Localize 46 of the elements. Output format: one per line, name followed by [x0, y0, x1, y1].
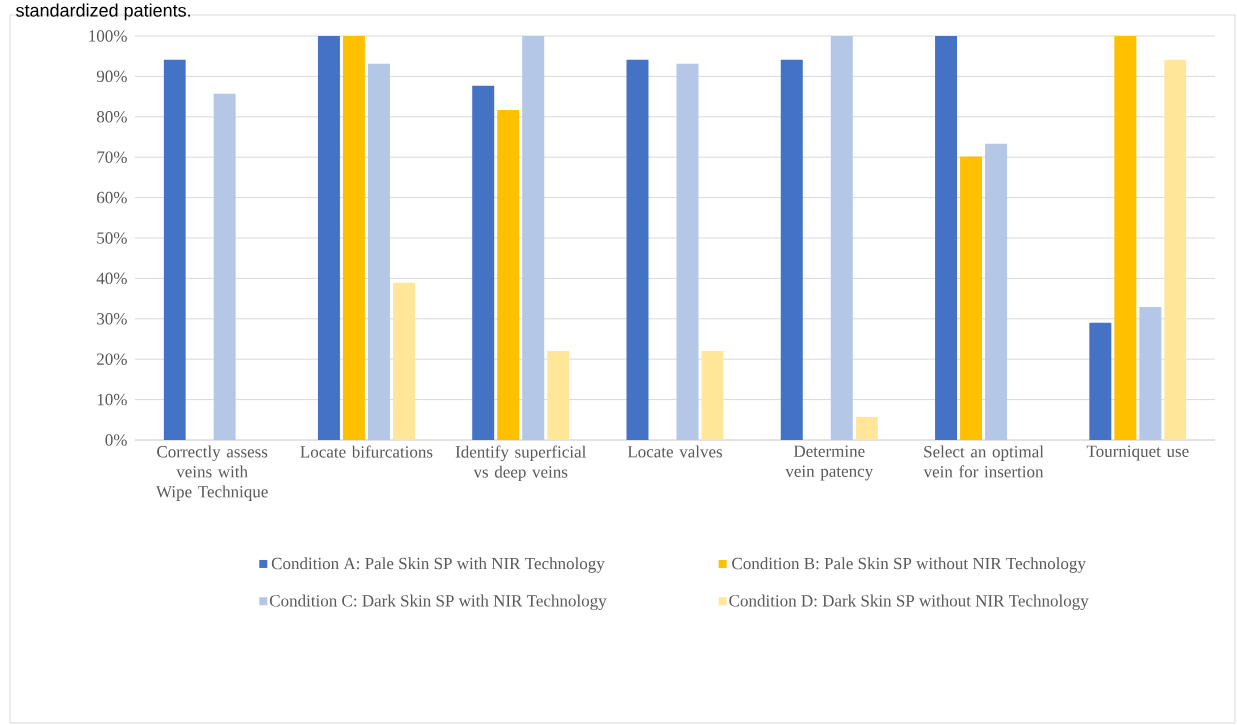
y-tick-label: 0%: [105, 434, 127, 446]
bar: [472, 85, 495, 440]
legend-label: Condition D: Dark Skin SP without NIR Technology: [729, 594, 1089, 611]
text: standardized patients.: [16, 3, 190, 21]
bar: [392, 282, 415, 440]
bar: [985, 143, 1008, 440]
y-tick-label: 100%: [89, 30, 127, 42]
y-tick-label: 90%: [96, 70, 127, 83]
x-tick-label: Correctly assess veins with Wipe Technique: [155, 445, 268, 501]
y-tick-label: 10%: [97, 393, 127, 406]
bar: [1139, 307, 1162, 440]
x-tick-label: Identify superficial vs deep veins: [455, 445, 586, 482]
y-tick-label: 70%: [97, 151, 127, 163]
bar: [780, 59, 803, 440]
legend-label: Condition A: Pale Skin SP with NIR Technology: [271, 557, 605, 573]
bar: [1114, 35, 1137, 440]
y-tick-label: 80%: [96, 111, 127, 123]
bar: [497, 109, 520, 440]
y-tick-label: 30%: [97, 313, 127, 325]
bar: [547, 351, 570, 440]
bar: [1089, 322, 1112, 440]
y-tick-label: 50%: [97, 232, 127, 244]
bar: [676, 63, 699, 440]
bar: [213, 93, 236, 440]
x-tick-label: Locate valves: [627, 445, 723, 458]
y-tick-label: 60%: [97, 191, 127, 204]
x-tick-label: Tourniquet use: [1086, 445, 1189, 461]
bar: [701, 351, 724, 440]
x-tick-label: Select an optimal vein for insertion: [923, 445, 1044, 478]
bar: [626, 59, 649, 440]
x-tick-label: Determine vein patency: [785, 445, 874, 481]
legend-label: Condition C: Dark Skin SP with NIR Technology: [269, 594, 607, 611]
x-tick-label: Locate bifurcations: [300, 445, 433, 458]
bar: [317, 35, 340, 440]
bar: [522, 35, 545, 440]
bar: [367, 63, 390, 440]
y-tick-label: 20%: [97, 353, 127, 365]
bar: [935, 35, 958, 440]
bar: [855, 416, 878, 440]
bar: [163, 59, 186, 440]
bar: [1164, 59, 1187, 440]
bar: [342, 35, 365, 440]
y-tick-label: 40%: [96, 272, 127, 285]
legend-label: Condition B: Pale Skin SP without NIR Technology: [732, 557, 1086, 573]
bar: [830, 35, 853, 440]
bar: [960, 156, 983, 440]
